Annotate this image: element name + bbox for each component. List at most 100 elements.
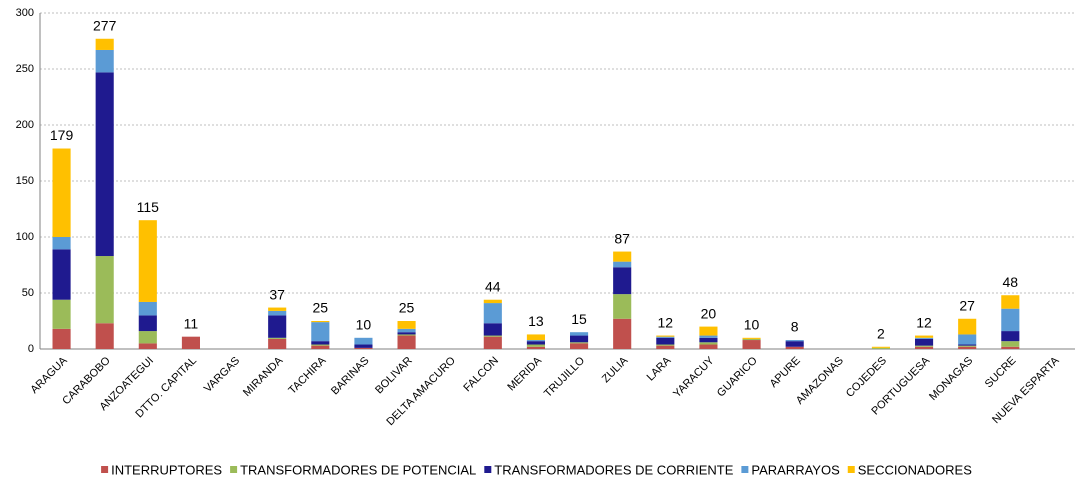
bar-segment — [656, 335, 675, 337]
bar-segment — [958, 334, 977, 345]
bar-segment — [268, 310, 287, 316]
legend-label: INTERRUPTORES — [111, 462, 222, 477]
legend-swatch — [847, 466, 855, 473]
x-tick-label: YARACUY — [671, 354, 717, 400]
total-label: 25 — [313, 300, 329, 316]
bar-segment — [656, 345, 675, 349]
total-label: 87 — [614, 230, 630, 246]
bar-segment — [52, 249, 71, 300]
bar-segment — [915, 337, 934, 339]
total-label: 25 — [399, 300, 415, 316]
bar-segment — [397, 321, 416, 329]
bar-segment — [138, 301, 157, 316]
x-tick-label: LARA — [645, 354, 674, 383]
total-label: 115 — [137, 199, 160, 215]
bar-segment — [958, 345, 977, 347]
bar-segment — [526, 341, 545, 345]
bar-segment — [785, 346, 804, 349]
bar-segment — [699, 337, 718, 343]
bar-segment — [311, 344, 330, 346]
bar-segment — [311, 321, 330, 323]
bar-segment — [397, 328, 416, 333]
bar-segment — [699, 342, 718, 345]
total-label: 13 — [528, 313, 544, 329]
bar-segment — [699, 344, 718, 349]
bar-segment — [138, 343, 157, 349]
bar-segment — [613, 251, 632, 262]
total-label: 8 — [791, 319, 799, 335]
bar-segment — [785, 340, 804, 342]
total-label: 2 — [877, 325, 885, 341]
bar-segment — [268, 315, 287, 338]
x-tick-label: TACHIRA — [286, 354, 329, 397]
bar-segment — [1001, 308, 1020, 332]
y-tick-label: 300 — [16, 7, 34, 19]
x-tick-label: MONAGAS — [927, 355, 975, 403]
bar-segment — [52, 299, 71, 329]
bar-segment — [95, 49, 114, 73]
y-tick-label: 0 — [28, 343, 34, 355]
bar-segment — [699, 335, 718, 338]
total-label: 44 — [485, 278, 501, 294]
bar-segment — [699, 326, 718, 336]
total-label: 10 — [356, 317, 372, 333]
bar-segment — [1001, 331, 1020, 342]
bar-segment — [915, 338, 934, 346]
total-label: 48 — [1003, 274, 1019, 290]
bar-segment — [397, 335, 416, 349]
bar-segment — [915, 335, 934, 338]
bar-segment — [95, 323, 114, 349]
bar-segment — [915, 346, 934, 349]
total-label: 15 — [571, 311, 587, 327]
bar-segment — [397, 332, 416, 335]
bar-segment — [354, 347, 373, 349]
bar-segment — [958, 344, 977, 346]
bar-segment — [871, 346, 890, 348]
y-tick-label: 50 — [22, 287, 34, 299]
bar-segment — [570, 343, 589, 349]
bar-segment — [526, 344, 545, 347]
bar-segment — [138, 315, 157, 332]
bar-segment — [958, 318, 977, 335]
x-tick-label: GUARICO — [715, 354, 760, 399]
legend-swatch — [741, 466, 749, 473]
bar-segment — [613, 267, 632, 295]
bar-segment — [613, 261, 632, 268]
x-tick-label: ARAGUA — [28, 354, 70, 396]
legend-label: PARARRAYOS — [751, 462, 840, 477]
x-tick-label: ZULIA — [600, 354, 631, 385]
y-tick-label: 250 — [16, 63, 34, 75]
x-tick-label: FALCON — [461, 355, 501, 395]
bar-segment — [354, 344, 373, 348]
total-label: 10 — [744, 317, 760, 333]
y-tick-label: 100 — [16, 231, 34, 243]
total-label: 20 — [701, 305, 717, 321]
bar-segment — [95, 72, 114, 257]
bar-segment — [483, 335, 502, 337]
bar-segment — [526, 340, 545, 342]
bar-segment — [656, 337, 675, 345]
x-tick-label: SUCRE — [983, 355, 1019, 391]
bar-segment — [570, 342, 589, 344]
bar-segment — [526, 346, 545, 349]
bar-segment — [483, 323, 502, 336]
bar-segment — [354, 337, 373, 345]
legend-swatch — [484, 466, 492, 473]
bar-segment — [397, 334, 416, 336]
legend-label: TRANSFORMADORES DE POTENCIAL — [240, 462, 476, 477]
bar-segment — [483, 299, 502, 304]
bar-segment — [570, 335, 589, 343]
legend-label: TRANSFORMADORES DE CORRIENTE — [494, 462, 733, 477]
bar-segment — [52, 148, 71, 237]
total-label: 27 — [959, 297, 975, 313]
bar-segment — [871, 347, 890, 349]
bar-segment — [483, 303, 502, 324]
x-tick-label: MIRANDA — [241, 354, 286, 399]
bar-segment — [268, 338, 287, 349]
x-tick-label: BARINAS — [329, 355, 372, 398]
bar-segment — [138, 331, 157, 344]
bar-segment — [742, 337, 761, 339]
bar-segment — [95, 38, 114, 50]
total-label: 11 — [184, 315, 199, 331]
